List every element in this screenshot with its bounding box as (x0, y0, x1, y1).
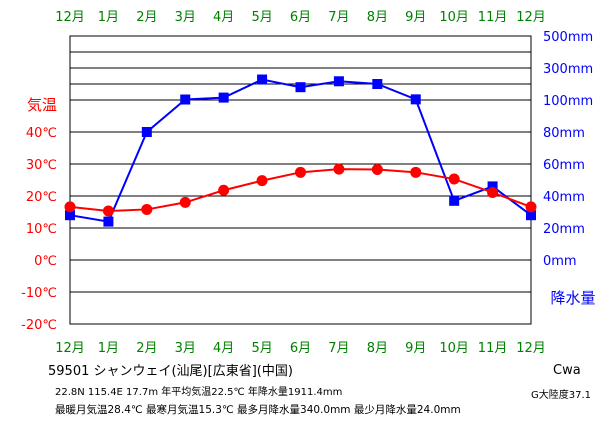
month-label: 4月 (213, 10, 234, 25)
right-tick-label: 300mm (543, 62, 593, 77)
month-label: 9月 (405, 10, 426, 25)
temp-point (179, 196, 191, 208)
plot-frame (69, 35, 532, 325)
right-tick-label: 40mm (543, 190, 585, 205)
month-label: 5月 (251, 10, 272, 25)
month-label: 7月 (328, 341, 349, 356)
month-label: 1月 (98, 341, 119, 356)
top-month-labels: 12月 1月 2月 3月 4月 5月 6月 7月 8月 9月 10月 11月 12月 (55, 10, 546, 25)
temp-point (333, 163, 345, 175)
month-label: 2月 (136, 10, 157, 25)
precip-point (449, 195, 460, 206)
temp-point (525, 201, 537, 213)
grid (69, 35, 532, 325)
right-tick-label: 20mm (543, 222, 585, 237)
right-tick-label: 80mm (543, 126, 585, 141)
precip-point (372, 79, 383, 89)
month-label: 4月 (213, 341, 234, 356)
left-tick-label: 40℃ (26, 126, 57, 141)
month-label: 9月 (405, 341, 426, 356)
right-tick-label: 500mm (543, 30, 593, 45)
temp-series (64, 163, 537, 217)
month-label: 3月 (175, 341, 196, 356)
temp-point (410, 166, 422, 178)
precip-point (180, 94, 191, 105)
precip-point (141, 127, 152, 137)
month-label: 8月 (367, 10, 388, 25)
left-tick-label: 0℃ (34, 254, 57, 269)
station-line2: 最暖月気温28.4℃ 最寒月気温15.3℃ 最多月降水量340.0mm 最少月降… (55, 404, 461, 416)
month-label: 5月 (251, 341, 272, 356)
left-tick-label: 10℃ (26, 222, 57, 237)
month-label: 3月 (175, 10, 196, 25)
left-axis-label: 気温 (27, 96, 57, 114)
month-label: 11月 (478, 341, 508, 356)
precip-line (69, 78, 532, 223)
temp-point (218, 184, 230, 196)
month-label: 12月 (516, 341, 546, 356)
left-axis-ticks: 40℃ 30℃ 20℃ 10℃ 0℃ -10℃ -20℃ (21, 126, 57, 333)
temp-point (141, 203, 153, 215)
temp-point (102, 205, 114, 217)
left-tick-label: -20℃ (21, 318, 57, 333)
month-label: 2月 (136, 341, 157, 356)
temp-point (64, 201, 76, 213)
right-tick-label: 100mm (543, 94, 593, 109)
right-axis-label: 降水量 (550, 289, 595, 307)
temp-point (295, 166, 306, 178)
climate-class: Cwa (553, 363, 581, 378)
temp-point (487, 186, 499, 198)
month-label: 12月 (55, 10, 85, 25)
left-tick-label: 20℃ (26, 190, 57, 205)
month-label: 6月 (290, 341, 311, 356)
precip-point (103, 216, 114, 227)
month-label: 6月 (290, 10, 311, 25)
precip-point (257, 74, 268, 85)
temp-point (371, 163, 383, 175)
station-title: 59501 シャンウェイ(汕尾)[広東省](中国) (48, 364, 293, 379)
temp-point (448, 173, 460, 185)
left-tick-label: 30℃ (26, 158, 57, 173)
continentality: G大陸度37.1 (531, 390, 592, 401)
month-label: 1月 (98, 10, 119, 25)
precip-point (410, 94, 421, 105)
precip-point (218, 92, 229, 103)
month-label: 11月 (478, 10, 508, 25)
left-tick-label: -10℃ (21, 286, 57, 301)
precip-point (526, 210, 536, 221)
right-tick-label: 0mm (543, 254, 577, 269)
precip-series (65, 74, 536, 227)
month-label: 8月 (367, 341, 388, 356)
month-label: 12月 (516, 10, 546, 25)
station-line1: 22.8N 115.4E 17.7m 年平均気温22.5℃ 年降水量1911.4… (55, 387, 343, 398)
right-tick-label: 60mm (543, 158, 585, 173)
precip-point (487, 181, 498, 192)
temp-point (256, 175, 268, 187)
month-label: 7月 (328, 10, 349, 25)
precip-point (333, 76, 344, 87)
precip-point (65, 210, 75, 221)
bottom-month-labels: 12月 1月 2月 3月 4月 5月 6月 7月 8月 9月 10月 11月 12月 (55, 341, 546, 356)
right-axis-ticks: 500mm 300mm 100mm 80mm 60mm 40mm 20mm 0mm (543, 30, 593, 269)
precip-point (295, 82, 306, 93)
month-label: 12月 (55, 341, 85, 356)
month-label: 10月 (439, 10, 469, 25)
month-label: 10月 (439, 341, 469, 356)
